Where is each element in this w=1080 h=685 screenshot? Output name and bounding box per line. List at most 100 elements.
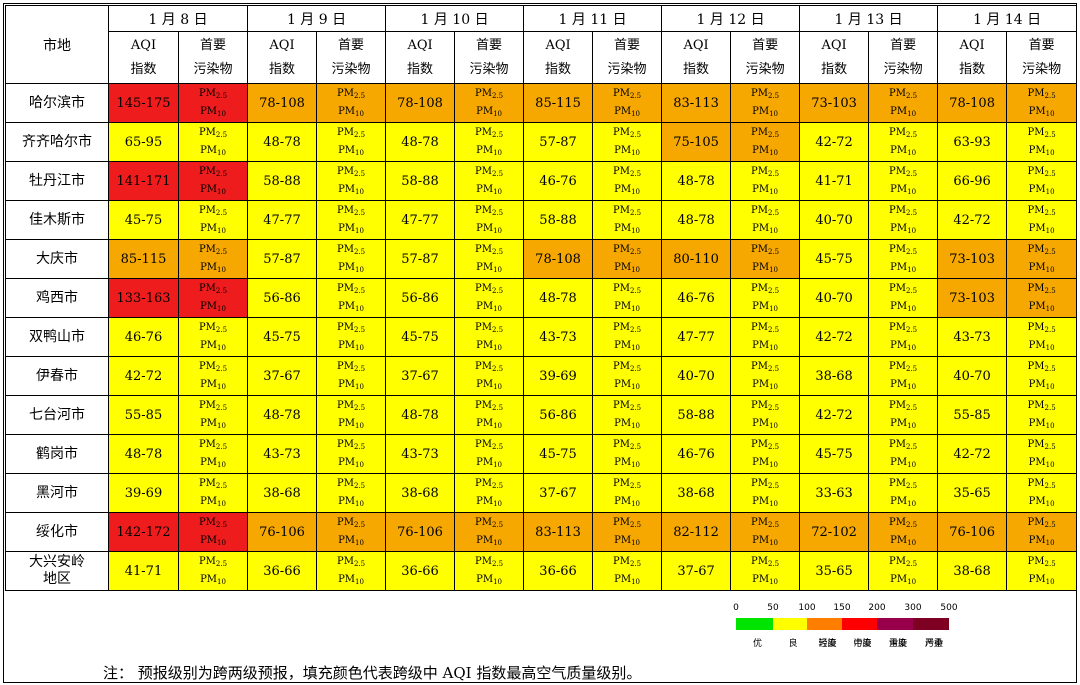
date-header: 1 月 11 日 bbox=[523, 5, 663, 32]
pm-label: PM bbox=[751, 283, 768, 294]
aqi-value: 37-67 bbox=[385, 356, 456, 396]
pm-label: PM bbox=[474, 478, 492, 489]
pm10-subscript: 10 bbox=[769, 539, 779, 547]
pm25-subscript: 2.5 bbox=[906, 560, 918, 568]
legend-name-line: 污染 bbox=[924, 639, 943, 649]
aqi-value: 56-86 bbox=[385, 278, 456, 318]
pm-label: PM bbox=[751, 205, 768, 216]
pm-label: PM bbox=[751, 556, 768, 567]
pm-label: PM bbox=[889, 166, 906, 177]
aqi-value: 45-75 bbox=[523, 434, 594, 474]
date-header: 1 月 12 日 bbox=[661, 5, 801, 32]
primary-label: 首要 bbox=[752, 37, 779, 53]
pm25-subscript: 2.5 bbox=[629, 521, 642, 529]
pm-label: PM bbox=[338, 418, 356, 429]
primary-pollutant: PM2.5 PM10 bbox=[177, 317, 249, 357]
pm25-subscript: 2.5 bbox=[629, 170, 642, 178]
pm-label: PM bbox=[613, 205, 630, 216]
primary-pollutant: PM2.5 PM10 bbox=[177, 356, 249, 396]
pm10-subscript: 10 bbox=[217, 266, 226, 274]
pm10-subscript: 10 bbox=[493, 110, 502, 118]
table-row: 绥化市 142-172 PM2.5 PM10 76-106 PM2.5 PM10 76-106… bbox=[5, 512, 1078, 552]
aqi-value: 55-85 bbox=[937, 395, 1008, 435]
pm10-subscript: 10 bbox=[1045, 149, 1055, 157]
primary-pollutant: PM2.5 PM10 bbox=[592, 356, 663, 396]
aqi-value: 37-67 bbox=[247, 356, 318, 396]
aqi-value: 46-76 bbox=[523, 161, 594, 201]
aqi-value: 41-71 bbox=[108, 551, 179, 591]
pm-label: PM bbox=[751, 127, 768, 138]
aqi-value: 85-115 bbox=[523, 83, 594, 123]
pm-label: PM bbox=[613, 361, 630, 372]
aqi-value: 73-103 bbox=[937, 239, 1008, 279]
pm10-subscript: 10 bbox=[1045, 461, 1055, 469]
primary-pollutant: PM2.5 PM10 bbox=[316, 512, 387, 552]
pm-label: PM bbox=[752, 301, 770, 312]
legend-swatch bbox=[913, 618, 949, 630]
pm10-subscript: 10 bbox=[631, 149, 640, 157]
pm-label: PM bbox=[614, 184, 632, 195]
pm25-subscript: 2.5 bbox=[353, 92, 366, 100]
pm-label: PM bbox=[613, 478, 630, 489]
table-row: 鹤岗市 48-78 PM2.5 PM10 43-73 PM2.5 PM10 43-73 PM2.… bbox=[5, 434, 1078, 474]
primary-label: 首要 bbox=[614, 37, 641, 53]
aqi-value: 46-76 bbox=[661, 434, 732, 474]
pm10-subscript: 10 bbox=[1045, 344, 1055, 352]
aqi-value: 133-163 bbox=[108, 278, 179, 318]
pm-label: PM bbox=[890, 262, 908, 273]
primary-pollutant: PM2.5 PM10 bbox=[868, 200, 939, 240]
aqi-column-header: AQI 指数 bbox=[799, 31, 870, 84]
pm25-subscript: 2.5 bbox=[906, 443, 918, 451]
pm25-subscript: 2.5 bbox=[215, 287, 228, 295]
primary-pollutant: PM2.5 PM10 bbox=[454, 278, 525, 318]
pm-label: PM bbox=[476, 223, 494, 234]
primary-label: 首要 bbox=[200, 37, 227, 53]
pm10-subscript: 10 bbox=[493, 188, 502, 196]
aqi-value: 40-70 bbox=[661, 356, 732, 396]
pm10-subscript: 10 bbox=[769, 227, 779, 235]
pm-label: PM bbox=[200, 574, 218, 585]
pm-label: PM bbox=[200, 106, 218, 117]
pm10-subscript: 10 bbox=[355, 578, 364, 586]
city-name: 双鸭山市 bbox=[5, 317, 109, 357]
pm-label: PM bbox=[198, 517, 216, 528]
pm-label: PM bbox=[890, 496, 908, 507]
pm25-subscript: 2.5 bbox=[767, 521, 780, 529]
aqi-value: 46-76 bbox=[108, 317, 179, 357]
city-name-line: 大兴安岭 bbox=[29, 554, 85, 570]
pm25-subscript: 2.5 bbox=[215, 326, 228, 334]
primary-pollutant: PM2.5 PM10 bbox=[1006, 395, 1078, 435]
pm-label: PM bbox=[889, 322, 906, 333]
pm-label: PM bbox=[1027, 205, 1045, 216]
aqi-value: 78-108 bbox=[523, 239, 594, 279]
pm10-subscript: 10 bbox=[217, 422, 226, 430]
aqi-value: 78-108 bbox=[937, 83, 1008, 123]
pm-label: PM bbox=[613, 166, 630, 177]
pm25-subscript: 2.5 bbox=[767, 404, 780, 412]
primary-pollutant: PM2.5 PM10 bbox=[1006, 551, 1078, 591]
primary-pollutant: PM2.5 PM10 bbox=[454, 512, 525, 552]
legend-level-name: 良 bbox=[780, 637, 806, 651]
pm-label: PM bbox=[338, 340, 356, 351]
primary-pollutant: PM2.5 PM10 bbox=[592, 200, 663, 240]
pm-label: PM bbox=[336, 322, 354, 333]
pm-label: PM bbox=[336, 127, 354, 138]
aqi-label: AQI bbox=[269, 37, 295, 53]
pm10-subscript: 10 bbox=[631, 422, 640, 430]
pm10-subscript: 10 bbox=[631, 539, 640, 547]
pm25-subscript: 2.5 bbox=[629, 365, 642, 373]
aqi-value: 58-88 bbox=[247, 161, 318, 201]
pm10-subscript: 10 bbox=[631, 344, 640, 352]
aqi-label: AQI bbox=[821, 37, 847, 53]
aqi-value: 48-78 bbox=[661, 161, 732, 201]
primary-pollutant: PM2.5 PM10 bbox=[730, 200, 801, 240]
city-name: 鸡西市 bbox=[5, 278, 109, 318]
pollutant-label: 污染物 bbox=[1022, 61, 1062, 77]
pm25-subscript: 2.5 bbox=[491, 521, 504, 529]
legend-level-name: 中度 污染 bbox=[850, 637, 876, 651]
pm10-subscript: 10 bbox=[1045, 539, 1055, 547]
aqi-column-header: AQI 指数 bbox=[937, 31, 1008, 84]
pm10-subscript: 10 bbox=[1045, 266, 1055, 274]
pm-label: PM bbox=[474, 517, 492, 528]
pm-label: PM bbox=[474, 556, 492, 567]
